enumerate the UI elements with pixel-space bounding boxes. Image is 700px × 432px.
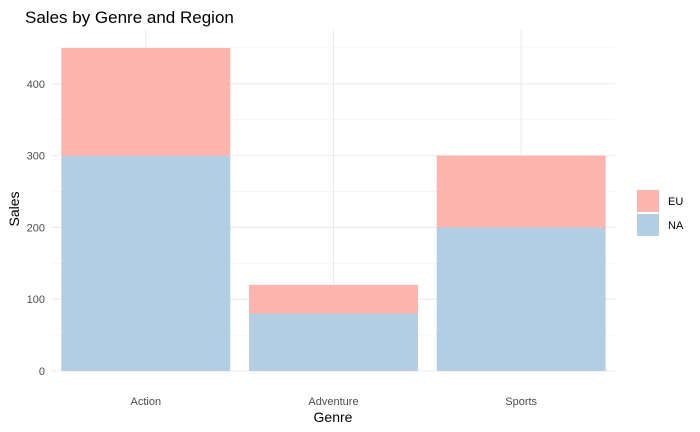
legend-label-eu: EU xyxy=(668,196,683,208)
legend-label-na: NA xyxy=(668,220,684,232)
legend-key-eu xyxy=(637,190,659,212)
bar-action-eu xyxy=(61,47,231,156)
legend-key-na xyxy=(637,214,659,236)
x-ticks: Action Adventure Sports xyxy=(131,396,538,408)
y-tick-label: 400 xyxy=(27,79,45,91)
bar-sports-eu xyxy=(436,155,606,228)
y-tick-label: 0 xyxy=(39,366,45,378)
y-ticks: 0 100 200 300 400 xyxy=(27,79,45,378)
chart-title: Sales by Genre and Region xyxy=(25,8,234,27)
y-axis-title: Sales xyxy=(6,191,22,226)
x-tick-label-sports: Sports xyxy=(505,396,537,408)
bar-adventure-na xyxy=(249,313,418,371)
bars xyxy=(61,47,606,371)
y-tick-label: 200 xyxy=(27,222,45,234)
bar-action-na xyxy=(61,155,231,371)
x-tick-label-action: Action xyxy=(131,396,162,408)
y-tick-label: 100 xyxy=(27,294,45,306)
legend: EU NA xyxy=(637,190,684,236)
bar-adventure-eu xyxy=(249,284,418,314)
bar-sports-na xyxy=(436,227,606,371)
x-axis-title: Genre xyxy=(314,409,353,425)
x-tick-label-adventure: Adventure xyxy=(308,396,358,408)
y-tick-label: 300 xyxy=(27,151,45,163)
